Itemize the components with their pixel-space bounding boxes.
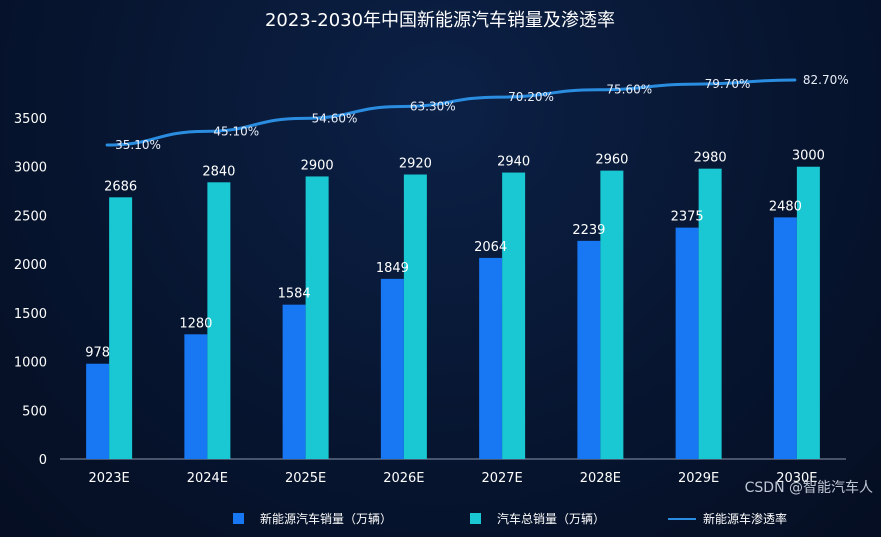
x-tick-label: 2026E bbox=[383, 471, 424, 486]
penetration-rate-label: 82.70% bbox=[803, 73, 849, 87]
data-label-total-sales: 2920 bbox=[399, 157, 432, 172]
data-label-total-sales: 2960 bbox=[595, 153, 628, 168]
y-tick-label: 2500 bbox=[14, 209, 47, 224]
data-label-nev-sales: 2239 bbox=[572, 223, 605, 238]
bar-nev-sales bbox=[86, 363, 110, 459]
data-label-total-sales: 3000 bbox=[792, 149, 825, 164]
data-label-total-sales: 2840 bbox=[202, 164, 235, 179]
data-label-nev-sales: 2480 bbox=[769, 199, 802, 214]
bar-nev-sales bbox=[479, 257, 503, 459]
chart-title: 2023-2030年中国新能源汽车销量及渗透率 bbox=[265, 10, 615, 31]
y-tick-label: 3000 bbox=[14, 161, 47, 176]
y-tick-label: 0 bbox=[39, 453, 47, 468]
bar-total-sales bbox=[305, 176, 329, 459]
bar-nev-sales bbox=[380, 278, 404, 459]
bar-nev-sales bbox=[282, 304, 306, 459]
y-tick-label: 2000 bbox=[14, 258, 47, 273]
bar-total-sales bbox=[207, 182, 231, 459]
bar-total-sales bbox=[109, 197, 133, 459]
legend-label-total-sales: 汽车总销量（万辆） bbox=[497, 511, 605, 526]
bar-total-sales bbox=[403, 174, 427, 459]
legend-swatch-nev-sales bbox=[233, 513, 244, 524]
y-tick-label: 3500 bbox=[14, 112, 47, 127]
penetration-rate-line bbox=[105, 78, 797, 147]
bar-nev-sales bbox=[675, 227, 699, 459]
penetration-rate-label: 79.70% bbox=[705, 77, 751, 91]
penetration-rate-label: 54.60% bbox=[312, 111, 358, 125]
x-tick-label: 2028E bbox=[580, 471, 621, 486]
bar-nev-sales bbox=[773, 217, 797, 459]
penetration-rate-label: 35.10% bbox=[115, 138, 161, 152]
bar-nev-sales bbox=[184, 334, 208, 459]
legend-label-nev-sales: 新能源汽车销量（万辆） bbox=[260, 511, 392, 526]
bar-total-sales bbox=[502, 172, 526, 459]
data-label-nev-sales: 1849 bbox=[376, 261, 409, 276]
penetration-rate-label: 75.60% bbox=[606, 83, 652, 97]
penetration-rate-label: 70.20% bbox=[508, 90, 554, 104]
x-tick-label: 2024E bbox=[187, 471, 228, 486]
y-tick-label: 1000 bbox=[14, 356, 47, 371]
x-tick-label: 2025E bbox=[285, 471, 326, 486]
data-label-total-sales: 2900 bbox=[301, 158, 334, 173]
x-tick-label: 2029E bbox=[678, 471, 719, 486]
legend-label-penetration: 新能源车渗透率 bbox=[703, 511, 787, 526]
x-tick-label: 2023E bbox=[88, 471, 129, 486]
data-label-nev-sales: 978 bbox=[85, 346, 110, 361]
bar-total-sales bbox=[796, 166, 820, 459]
bar-total-sales bbox=[698, 168, 722, 460]
data-label-nev-sales: 2064 bbox=[474, 240, 507, 255]
watermark: CSDN @智能汽车人 bbox=[745, 479, 873, 496]
data-label-nev-sales: 1280 bbox=[179, 316, 212, 331]
data-label-total-sales: 2686 bbox=[104, 179, 137, 194]
data-label-nev-sales: 2375 bbox=[671, 210, 704, 225]
bar-nev-sales bbox=[577, 240, 601, 459]
penetration-rate-label: 63.30% bbox=[410, 99, 456, 113]
legend-swatch-total-sales bbox=[470, 513, 481, 524]
bar-total-sales bbox=[600, 170, 624, 459]
x-tick-label: 2030E bbox=[776, 471, 817, 486]
data-label-nev-sales: 1584 bbox=[278, 287, 311, 302]
penetration-rate-label: 45.10% bbox=[213, 124, 259, 138]
y-tick-label: 500 bbox=[22, 404, 47, 419]
y-tick-label: 1500 bbox=[14, 307, 47, 322]
x-tick-label: 2027E bbox=[481, 471, 522, 486]
data-label-total-sales: 2940 bbox=[497, 155, 530, 170]
data-label-total-sales: 2980 bbox=[694, 151, 727, 166]
